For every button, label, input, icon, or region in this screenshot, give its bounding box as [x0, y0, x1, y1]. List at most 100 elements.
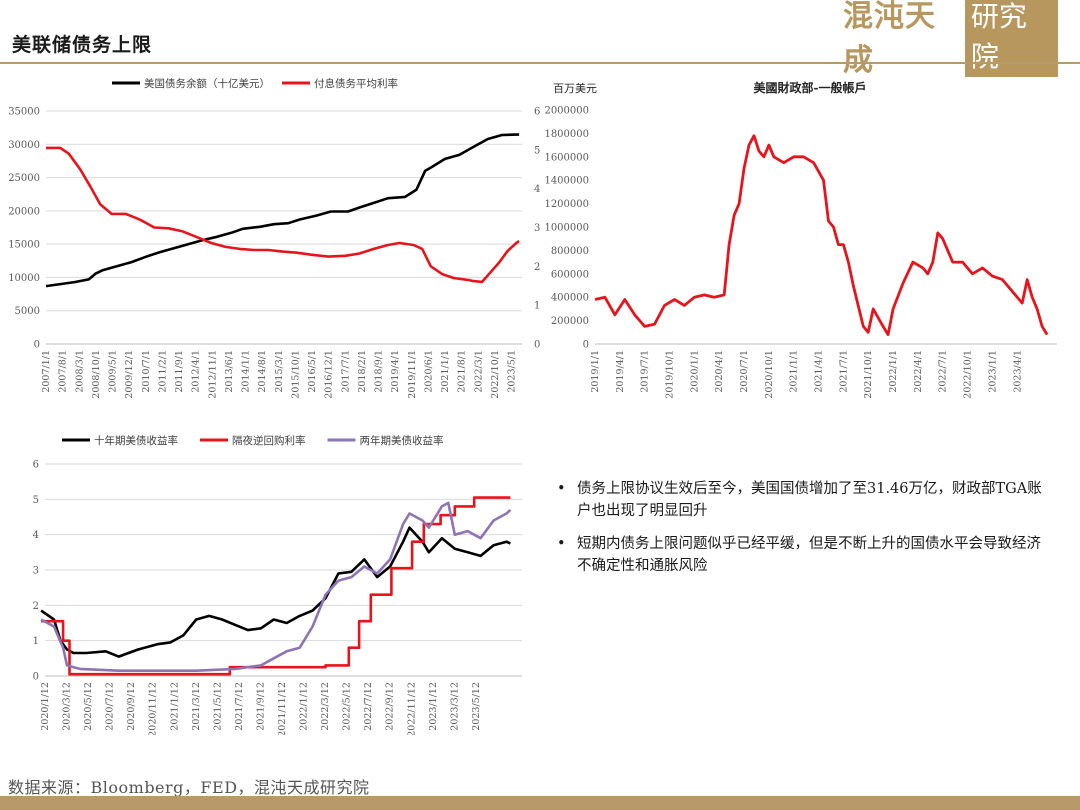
bullet-dot: • — [557, 481, 566, 497]
y-tick-label: 35000 — [8, 107, 40, 118]
x-tick-label: 2012/11/1 — [207, 350, 218, 399]
y-tick-label: 0 — [33, 672, 39, 683]
x-tick-label: 2021/1/12 — [169, 682, 180, 731]
x-tick-label: 2010/7/1 — [141, 350, 152, 393]
y-tick-label: 25000 — [8, 173, 40, 184]
x-tick-label: 2022/11/12 — [406, 682, 417, 735]
y-right-tick-label: 1 — [534, 301, 540, 312]
x-tick-label: 2023/1/1 — [987, 350, 998, 393]
x-tick-label: 2007/1/1 — [41, 350, 52, 393]
y-tick-label: 10000 — [8, 273, 40, 284]
x-tick-label: 2016/5/1 — [307, 350, 318, 393]
y-right-tick-label: 3 — [534, 223, 540, 234]
x-tick-label: 2021/3/12 — [191, 682, 202, 731]
y-tick-label: 800000 — [551, 246, 589, 257]
y-tick-label: 1600000 — [545, 152, 589, 163]
x-tick-label: 2022/3/12 — [320, 682, 331, 731]
x-tick-label: 2020/4/1 — [714, 350, 725, 393]
y-tick-label: 3 — [33, 566, 39, 577]
y-right-tick-label: 2 — [534, 262, 540, 273]
legend-label: 美国债务余额（十亿美元） — [144, 77, 270, 90]
logo: 混沌天成 研究院 — [843, 0, 1058, 78]
y-right-tick-label: 5 — [534, 145, 540, 156]
y-tick-label: 15000 — [8, 240, 40, 251]
chart-title: 美國財政部-一般帳戶 — [754, 80, 867, 95]
x-tick-label: 2021/4/1 — [814, 350, 825, 393]
series-line — [41, 496, 511, 676]
x-tick-label: 2022/5/12 — [342, 682, 353, 731]
y-tick-label: 5 — [33, 495, 39, 506]
legend-label: 付息债务平均利率 — [314, 77, 398, 90]
x-tick-label: 2020/5/12 — [83, 682, 94, 731]
x-tick-label: 2019/7/1 — [640, 350, 651, 393]
x-tick-label: 2020/1/1 — [689, 350, 700, 393]
x-tick-label: 2013/6/1 — [224, 350, 235, 393]
x-tick-label: 2021/1/1 — [789, 350, 800, 393]
series-line — [40, 526, 511, 658]
bullet-item: • 短期内债务上限问题似乎已经平缓，但是不断上升的国债水平会导致经济不确定性和通… — [557, 533, 1047, 577]
legend-label: 十年期美债收益率 — [94, 434, 178, 447]
x-tick-label: 2023/4/1 — [1012, 350, 1023, 393]
y-tick-label: 20000 — [8, 206, 40, 217]
page-title: 美联储债务上限 — [12, 34, 153, 56]
x-tick-label: 2022/7/12 — [363, 682, 374, 731]
y-tick-label: 1200000 — [545, 199, 589, 210]
bullet-item: • 债务上限协议生效后至今，美国国债增加了至31.46万亿，财政部TGA账户也出… — [557, 478, 1047, 522]
x-tick-label: 2022/4/1 — [913, 350, 924, 393]
x-tick-label: 2015/3/1 — [274, 350, 285, 393]
x-tick-label: 2020/7/12 — [105, 682, 116, 731]
x-tick-label: 2019/10/1 — [665, 350, 676, 399]
y-tick-label: 1400000 — [545, 176, 589, 187]
header-divider — [0, 62, 1080, 64]
x-tick-label: 2022/10/1 — [490, 350, 501, 399]
logo-box: 研究院 — [964, 0, 1058, 77]
series-line — [594, 134, 1049, 337]
y-tick-label: 30000 — [8, 140, 40, 151]
x-tick-label: 2020/7/1 — [739, 350, 750, 393]
x-tick-label: 2021/1/1 — [440, 350, 451, 393]
x-tick-label: 2018/9/1 — [374, 350, 385, 393]
x-tick-label: 2021/5/12 — [212, 682, 223, 731]
bullet-text: 短期内债务上限问题似乎已经平缓，但是不断上升的国债水平会导致经济不确定性和通胀风… — [577, 536, 1041, 574]
x-tick-label: 2012/4/1 — [191, 350, 202, 393]
series-line — [45, 133, 520, 288]
bullet-text: 债务上限协议生效后至今，美国国债增加了至31.46万亿，财政部TGA账户也出现了… — [577, 481, 1042, 519]
x-tick-label: 2023/3/12 — [449, 682, 460, 731]
x-tick-label: 2021/11/12 — [277, 682, 288, 735]
yields-repo-chart: 0 1 2 3 4 5 6 2020/1/12 2020/3/12 2020/5/12 2020/7… — [33, 434, 522, 735]
x-tick-label: 2019/4/1 — [615, 350, 626, 393]
x-tick-label: 2014/1/1 — [241, 350, 252, 393]
tga-balance-chart: 0 200000 400000 600000 800000 1000000 1200000 1… — [545, 80, 1057, 399]
x-tick-label: 2020/6/1 — [423, 350, 434, 393]
x-tick-label: 2023/1/12 — [428, 682, 439, 731]
x-tick-label: 2016/12/1 — [324, 350, 335, 399]
x-tick-label: 2009/5/1 — [108, 350, 119, 393]
x-tick-label: 2020/1/12 — [40, 682, 51, 731]
x-tick-label: 2023/5/12 — [471, 682, 482, 731]
y-tick-label: 0 — [583, 340, 589, 351]
y-tick-label: 200000 — [551, 316, 589, 327]
series-line — [40, 501, 512, 672]
x-tick-label: 2020/3/12 — [62, 682, 73, 731]
y-tick-label: 6 — [33, 460, 39, 471]
y-axis-label: 百万美元 — [553, 82, 597, 95]
legend-label: 两年期美债收益率 — [360, 434, 444, 447]
debt-interest-chart: 0 5000 10000 15000 20000 25000 30000 35000 0 1 2 3 4… — [8, 77, 540, 399]
x-tick-label: 2019/11/1 — [407, 350, 418, 399]
y-tick-label: 1800000 — [545, 129, 589, 140]
y-tick-label: 400000 — [551, 293, 589, 304]
x-tick-label: 2011/9/1 — [174, 350, 185, 393]
y-tick-label: 1 — [33, 636, 39, 647]
x-tick-label: 2011/2/1 — [157, 350, 168, 393]
y-tick-label: 0 — [34, 340, 40, 351]
data-source: 数据来源：Bloomberg，FED，混沌天成研究院 — [8, 778, 370, 797]
y-tick-label: 4 — [33, 530, 39, 541]
x-tick-label: 2019/4/1 — [390, 350, 401, 393]
x-tick-label: 2023/5/1 — [507, 350, 518, 393]
x-tick-label: 2022/10/1 — [963, 350, 974, 399]
x-tick-label: 2020/10/1 — [764, 350, 775, 399]
x-tick-label: 2021/9/12 — [255, 682, 266, 731]
x-tick-label: 2015/10/1 — [290, 350, 301, 399]
x-tick-label: 2008/10/1 — [91, 350, 102, 399]
commentary-bullets: • 债务上限协议生效后至今，美国国债增加了至31.46万亿，财政部TGA账户也出… — [557, 478, 1047, 588]
